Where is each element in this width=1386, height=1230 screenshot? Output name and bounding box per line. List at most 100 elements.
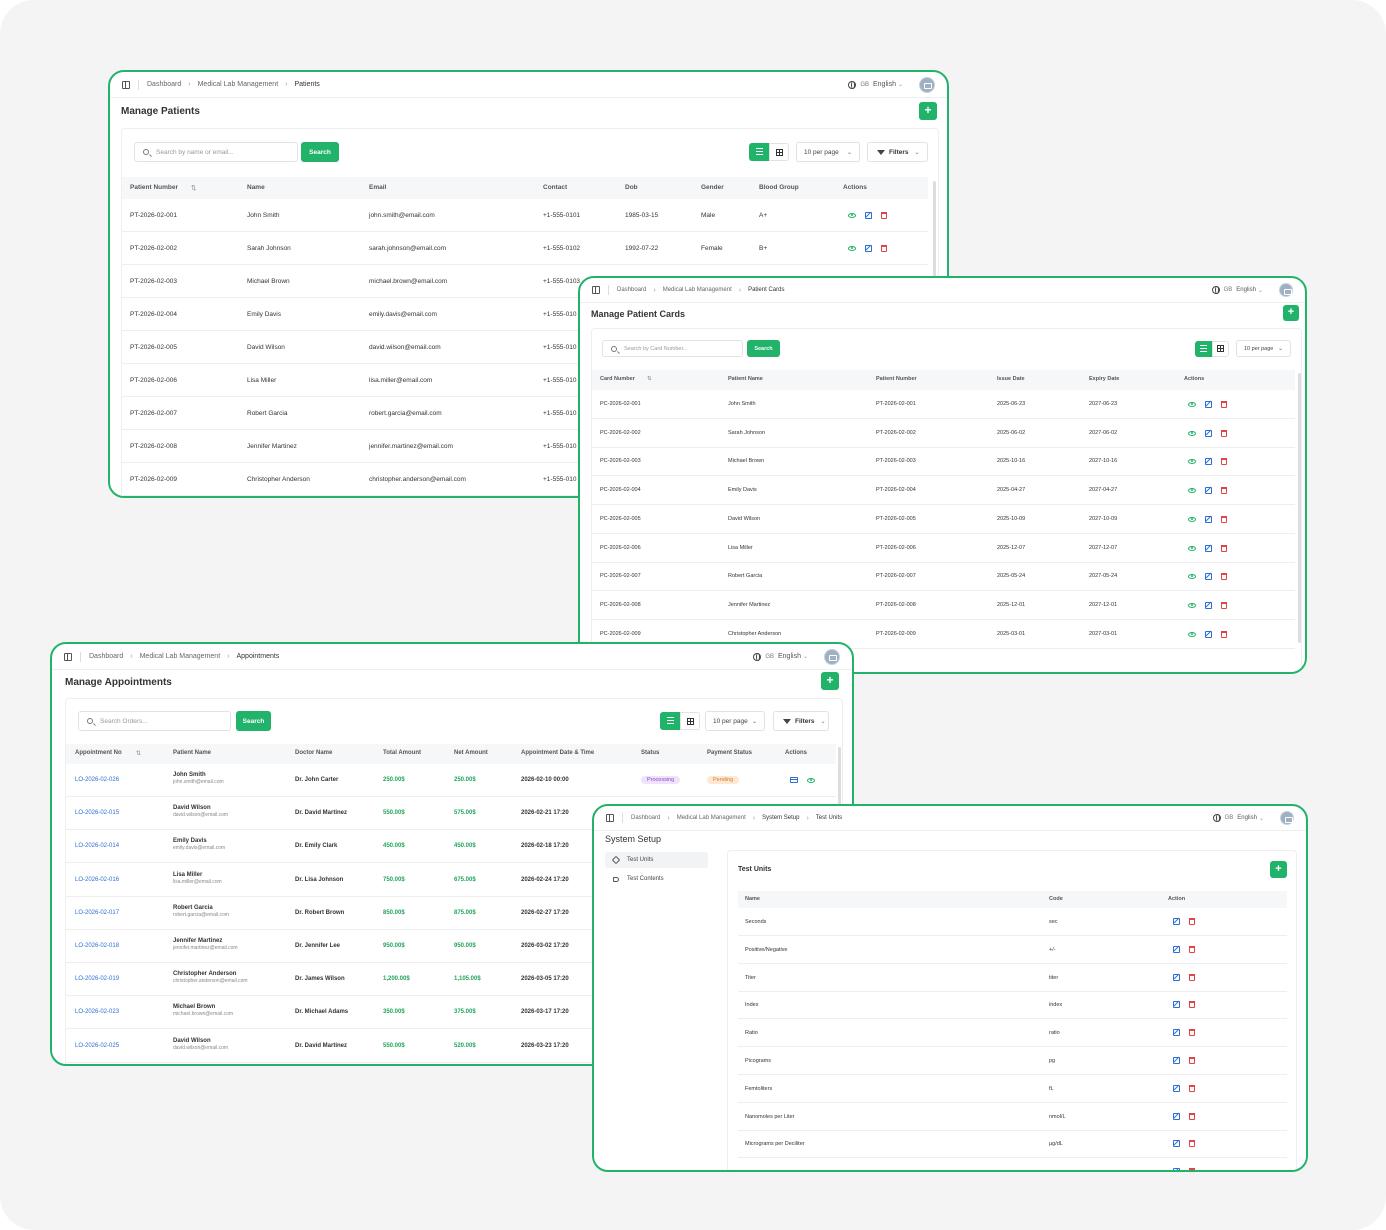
eye-icon[interactable] (848, 246, 856, 251)
language-selector[interactable]: GB English ⌄ (848, 80, 903, 89)
add-appointment-button[interactable]: + (821, 672, 839, 690)
trash-icon[interactable] (881, 245, 887, 252)
trash-icon[interactable] (1189, 1001, 1195, 1009)
trash-icon[interactable] (1189, 945, 1195, 953)
trash-icon[interactable] (1221, 515, 1227, 523)
search-button[interactable]: Search (236, 711, 271, 731)
column-header[interactable]: Patient Number (130, 184, 179, 191)
user-avatar[interactable] (1279, 283, 1293, 297)
sort-icon[interactable]: ⇅ (191, 185, 197, 192)
trash-icon[interactable] (1189, 973, 1195, 981)
trash-icon[interactable] (1221, 630, 1227, 638)
appointment-number[interactable]: LO-2026-02-014 (75, 843, 120, 850)
trash-icon[interactable] (1221, 573, 1227, 581)
add-test-unit-button[interactable]: + (1270, 861, 1287, 878)
trash-icon[interactable] (1189, 1084, 1195, 1092)
sort-icon[interactable]: ⇅ (647, 376, 652, 382)
trash-icon[interactable] (1189, 1168, 1195, 1170)
breadcrumb-dashboard[interactable]: Dashboard (631, 815, 661, 821)
edit-icon[interactable] (1205, 458, 1212, 466)
sort-icon[interactable]: ⇅ (136, 751, 142, 757)
eye-icon[interactable] (1188, 402, 1196, 407)
edit-icon[interactable] (1173, 945, 1180, 953)
trash-icon[interactable] (1189, 1112, 1195, 1120)
eye-icon[interactable] (1188, 516, 1196, 522)
per-page-select[interactable]: 10 per page ⌄ (1236, 340, 1291, 357)
search-button[interactable]: Search (747, 340, 780, 357)
eye-icon[interactable] (1188, 574, 1196, 580)
user-avatar[interactable] (919, 76, 935, 93)
breadcrumb-medical-lab[interactable]: Medical Lab Management (676, 815, 746, 821)
user-avatar[interactable] (824, 648, 840, 665)
trash-icon[interactable] (1189, 1029, 1195, 1037)
menu-test-units[interactable]: Test Units (605, 852, 708, 868)
user-avatar[interactable] (1280, 811, 1294, 825)
trash-icon[interactable] (1221, 544, 1227, 552)
trash-icon[interactable] (1221, 487, 1227, 495)
breadcrumb-medical-lab[interactable]: Medical Lab Management (139, 653, 221, 660)
add-card-button[interactable]: + (1283, 305, 1299, 321)
add-patient-button[interactable]: + (919, 102, 937, 120)
eye-icon[interactable] (1188, 488, 1196, 494)
edit-icon[interactable] (1205, 487, 1212, 495)
search-input[interactable]: Search by Card Number... (602, 340, 743, 357)
sidebar-toggle-icon[interactable] (122, 80, 130, 89)
sidebar-toggle-icon[interactable] (606, 814, 614, 822)
eye-icon[interactable] (1188, 545, 1196, 551)
appointment-number[interactable]: LO-2026-02-025 (75, 1042, 120, 1049)
menu-test-contents[interactable]: Test Contents (605, 871, 708, 887)
list-view-button[interactable] (660, 712, 680, 730)
trash-icon[interactable] (1189, 918, 1195, 925)
eye-icon[interactable] (1188, 430, 1196, 436)
edit-icon[interactable] (1173, 973, 1180, 981)
credit-card-icon[interactable] (790, 777, 798, 783)
column-header[interactable]: Appointment No (75, 750, 122, 756)
breadcrumb-dashboard[interactable]: Dashboard (89, 653, 124, 660)
appointment-number[interactable]: LO-2026-02-018 (75, 943, 120, 949)
eye-icon[interactable] (1188, 631, 1196, 637)
list-view-button[interactable] (749, 143, 769, 161)
edit-icon[interactable] (1173, 1084, 1180, 1092)
column-header[interactable]: Card Number (600, 376, 635, 382)
edit-icon[interactable] (1205, 429, 1212, 437)
edit-icon[interactable] (1205, 401, 1212, 408)
breadcrumb-medical-lab[interactable]: Medical Lab Management (662, 287, 732, 293)
edit-icon[interactable] (1173, 918, 1180, 925)
sidebar-toggle-icon[interactable] (592, 286, 600, 294)
language-selector[interactable]: GB English ⌄ (1212, 814, 1264, 822)
per-page-select[interactable]: 10 per page ⌄ (796, 142, 860, 162)
vertical-scrollbar[interactable] (933, 181, 936, 281)
search-button[interactable]: Search (301, 142, 339, 162)
appointment-number[interactable]: LO-2026-02-016 (75, 876, 120, 883)
edit-icon[interactable] (1205, 601, 1212, 609)
sidebar-toggle-icon[interactable] (64, 652, 72, 661)
eye-icon[interactable] (1188, 459, 1196, 465)
filters-button[interactable]: Filters ⌄ (773, 711, 829, 731)
edit-icon[interactable] (1173, 1001, 1180, 1009)
trash-icon[interactable] (1221, 401, 1227, 408)
edit-icon[interactable] (865, 212, 872, 219)
grid-view-button[interactable] (1212, 341, 1229, 357)
appointment-number[interactable]: LO-2026-02-026 (75, 777, 120, 783)
breadcrumb-dashboard[interactable]: Dashboard (617, 287, 647, 293)
breadcrumb-system-setup[interactable]: System Setup (762, 815, 800, 821)
edit-icon[interactable] (865, 245, 872, 252)
filters-button[interactable]: Filters ⌄ (867, 142, 928, 162)
trash-icon[interactable] (1221, 601, 1227, 609)
edit-icon[interactable] (1173, 1140, 1180, 1148)
language-selector[interactable]: GB English ⌄ (753, 652, 808, 661)
trash-icon[interactable] (1221, 458, 1227, 466)
breadcrumb-dashboard[interactable]: Dashboard (147, 81, 182, 88)
language-selector[interactable]: GB English ⌄ (1211, 286, 1263, 294)
eye-icon[interactable] (1188, 602, 1196, 608)
trash-icon[interactable] (1189, 1057, 1195, 1064)
edit-icon[interactable] (1173, 1057, 1180, 1064)
trash-icon[interactable] (1221, 429, 1227, 437)
edit-icon[interactable] (1205, 515, 1212, 523)
edit-icon[interactable] (1205, 573, 1212, 581)
list-view-button[interactable] (1195, 341, 1212, 357)
breadcrumb-medical-lab[interactable]: Medical Lab Management (197, 81, 279, 88)
edit-icon[interactable] (1173, 1168, 1180, 1170)
trash-icon[interactable] (881, 212, 887, 219)
grid-view-button[interactable] (769, 143, 789, 161)
